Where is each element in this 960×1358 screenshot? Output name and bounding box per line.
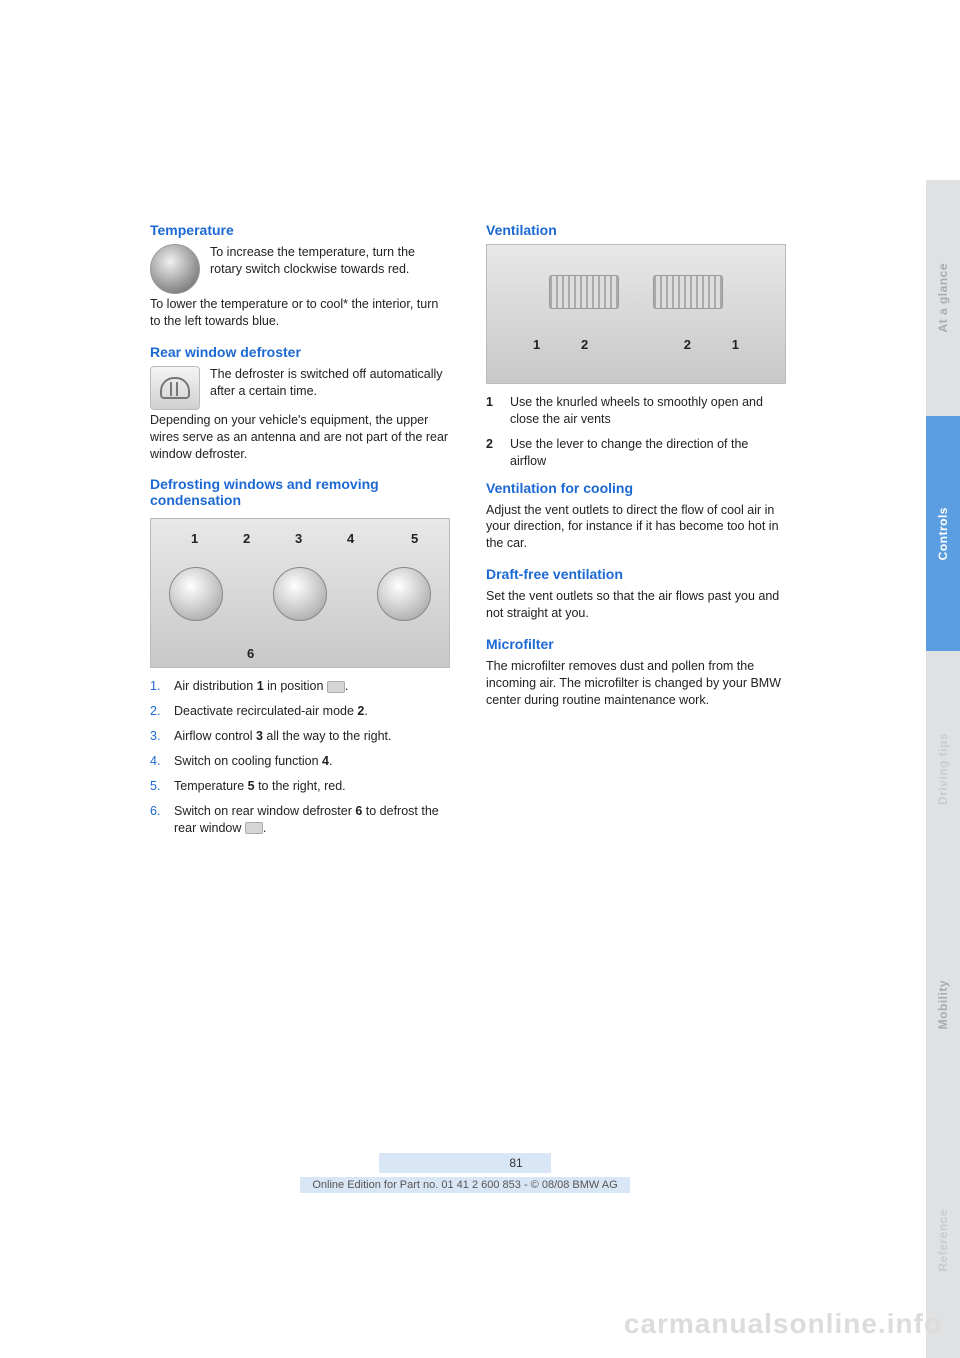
step-item: 1.Air distribution 1 in position . bbox=[150, 678, 450, 695]
step-number: 6. bbox=[150, 803, 174, 837]
fig2-label-1: 1 bbox=[533, 337, 540, 352]
vent-def-item: 1Use the knurled wheels to smoothly open… bbox=[486, 394, 786, 428]
heading-microfilter: Microfilter bbox=[486, 636, 786, 652]
tab-label: Driving tips bbox=[936, 733, 950, 805]
step-number: 1. bbox=[150, 678, 174, 695]
step-text: Switch on cooling function 4. bbox=[174, 753, 332, 770]
tab-label: At a glance bbox=[936, 263, 950, 333]
heading-rear-defroster: Rear window defroster bbox=[150, 344, 450, 360]
fig1-label-1: 1 bbox=[191, 531, 198, 546]
defrost-steps: 1.Air distribution 1 in position .2.Deac… bbox=[150, 678, 450, 836]
watermark: carmanualsonline.info bbox=[624, 1308, 942, 1340]
fig2-label-4: 1 bbox=[732, 337, 739, 352]
rear-defroster-text: The defroster is switched off automatica… bbox=[210, 366, 450, 410]
rotary-dial-icon bbox=[150, 244, 200, 294]
figure-vents: 1 2 2 1 bbox=[486, 244, 786, 384]
step-number: 4. bbox=[150, 753, 174, 770]
tab-at-a-glance[interactable]: At a glance bbox=[926, 180, 960, 416]
fig1-label-2: 2 bbox=[243, 531, 250, 546]
side-tabs: At a glance Controls Driving tips Mobili… bbox=[926, 0, 960, 1358]
dial-1 bbox=[169, 567, 223, 621]
fig1-label-4: 4 bbox=[347, 531, 354, 546]
defroster-icon bbox=[150, 366, 200, 410]
rear-defroster-block: The defroster is switched off automatica… bbox=[150, 366, 450, 410]
tab-driving-tips[interactable]: Driving tips bbox=[926, 651, 960, 887]
fig2-label-2: 2 bbox=[581, 337, 588, 352]
page-footer: 81 Online Edition for Part no. 01 41 2 6… bbox=[0, 1153, 930, 1193]
step-item: 4.Switch on cooling function 4. bbox=[150, 753, 450, 770]
temperature-text-a: To increase the temperature, turn the ro… bbox=[210, 244, 450, 294]
heading-ventilation: Ventilation bbox=[486, 222, 786, 238]
rear-defroster-text-a: The defroster is switched off automatica… bbox=[210, 366, 450, 400]
footer-wrap: 81 Online Edition for Part no. 01 41 2 6… bbox=[0, 1153, 930, 1193]
tab-label: Mobility bbox=[936, 980, 950, 1029]
step-text: Deactivate recirculated-air mode 2. bbox=[174, 703, 368, 720]
page-content: Temperature To increase the temperature,… bbox=[150, 222, 786, 845]
vent-def-text: Use the lever to change the direction of… bbox=[510, 436, 786, 470]
tab-mobility[interactable]: Mobility bbox=[926, 887, 960, 1123]
temperature-text-b: To lower the temperature or to cool* the… bbox=[150, 296, 450, 330]
draft-free-text: Set the vent outlets so that the air flo… bbox=[486, 588, 786, 622]
tab-label: Reference bbox=[936, 1209, 950, 1272]
step-item: 3.Airflow control 3 all the way to the r… bbox=[150, 728, 450, 745]
step-item: 2.Deactivate recirculated-air mode 2. bbox=[150, 703, 450, 720]
vent-left bbox=[549, 275, 619, 309]
step-text: Switch on rear window defroster 6 to def… bbox=[174, 803, 450, 837]
heading-draft-free: Draft-free ventilation bbox=[486, 566, 786, 582]
step-item: 5.Temperature 5 to the right, red. bbox=[150, 778, 450, 795]
left-column: Temperature To increase the temperature,… bbox=[150, 222, 450, 845]
fig1-label-6: 6 bbox=[247, 646, 254, 661]
dial-3 bbox=[273, 567, 327, 621]
defrost-symbol-icon bbox=[327, 681, 345, 693]
tab-controls[interactable]: Controls bbox=[926, 416, 960, 652]
heading-temperature: Temperature bbox=[150, 222, 450, 238]
step-number: 2. bbox=[150, 703, 174, 720]
vent-def-text: Use the knurled wheels to smoothly open … bbox=[510, 394, 786, 428]
dial-5 bbox=[377, 567, 431, 621]
fig1-label-5: 5 bbox=[411, 531, 418, 546]
step-number: 5. bbox=[150, 778, 174, 795]
step-text: Airflow control 3 all the way to the rig… bbox=[174, 728, 391, 745]
edition-line: Online Edition for Part no. 01 41 2 600 … bbox=[300, 1177, 629, 1193]
tab-label: Controls bbox=[936, 507, 950, 560]
figure-climate-panel: 1 2 3 4 5 6 bbox=[150, 518, 450, 668]
temperature-block: To increase the temperature, turn the ro… bbox=[150, 244, 450, 294]
step-number: 3. bbox=[150, 728, 174, 745]
microfilter-text: The microfilter removes dust and pollen … bbox=[486, 658, 786, 709]
step-text: Temperature 5 to the right, red. bbox=[174, 778, 346, 795]
fig2-label-3: 2 bbox=[684, 337, 691, 352]
rear-defroster-text-b: Depending on your vehicle's equipment, t… bbox=[150, 412, 450, 463]
vent-cooling-text: Adjust the vent outlets to direct the fl… bbox=[486, 502, 786, 553]
vent-defs: 1Use the knurled wheels to smoothly open… bbox=[486, 394, 786, 470]
tab-spacer bbox=[926, 0, 960, 180]
step-text: Air distribution 1 in position . bbox=[174, 678, 348, 695]
vent-def-item: 2Use the lever to change the direction o… bbox=[486, 436, 786, 470]
vent-def-number: 2 bbox=[486, 436, 510, 470]
page-number: 81 bbox=[379, 1153, 550, 1173]
heading-vent-cooling: Ventilation for cooling bbox=[486, 480, 786, 496]
vent-def-number: 1 bbox=[486, 394, 510, 428]
fig1-label-3: 3 bbox=[295, 531, 302, 546]
vent-right bbox=[653, 275, 723, 309]
heading-defrosting: Defrosting windows and removing condensa… bbox=[150, 476, 450, 508]
step-item: 6.Switch on rear window defroster 6 to d… bbox=[150, 803, 450, 837]
right-column: Ventilation 1 2 2 1 1Use the knurled whe… bbox=[486, 222, 786, 845]
defrost-symbol-icon bbox=[245, 822, 263, 834]
